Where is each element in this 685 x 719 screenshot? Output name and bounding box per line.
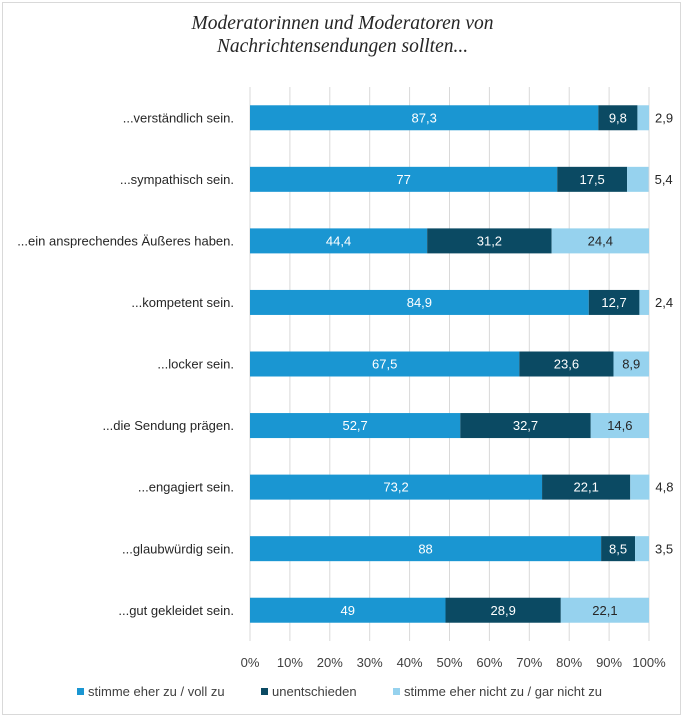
x-tick-label: 40% bbox=[397, 655, 423, 670]
data-label: 73,2 bbox=[383, 480, 408, 495]
bar-segment bbox=[560, 597, 649, 623]
category-label: ...gut gekleidet sein. bbox=[118, 603, 234, 618]
data-label: 88 bbox=[418, 541, 432, 556]
bar-segment bbox=[637, 105, 649, 131]
data-label: 52,7 bbox=[342, 418, 367, 433]
legend: stimme eher zu / voll zu unentschieden sti… bbox=[77, 684, 602, 699]
bar-segment bbox=[635, 536, 649, 562]
bar-segment bbox=[542, 474, 631, 500]
data-label: 2,9 bbox=[655, 110, 673, 125]
bar-segment bbox=[601, 536, 636, 562]
data-label: 22,1 bbox=[592, 603, 617, 618]
data-label: 22,1 bbox=[574, 480, 599, 495]
x-tick-label: 90% bbox=[596, 655, 622, 670]
data-label: 44,4 bbox=[326, 233, 351, 248]
bar-segment bbox=[639, 289, 649, 315]
data-label: 32,7 bbox=[513, 418, 538, 433]
bar-segment bbox=[519, 351, 614, 377]
data-label: 24,4 bbox=[588, 233, 613, 248]
bar-segment bbox=[613, 351, 649, 377]
bar-segment bbox=[627, 166, 649, 192]
bar-segment bbox=[557, 166, 628, 192]
category-label: ...sympathisch sein. bbox=[120, 172, 234, 187]
data-label: 5,4 bbox=[655, 172, 673, 187]
bar-segment bbox=[250, 413, 461, 439]
bar-segment bbox=[445, 597, 561, 623]
x-tick-label: 50% bbox=[436, 655, 462, 670]
data-label: 12,7 bbox=[601, 295, 626, 310]
data-label: 8,5 bbox=[609, 541, 627, 556]
category-label: ...glaubwürdig sein. bbox=[122, 541, 234, 556]
bar-segment bbox=[250, 105, 599, 131]
chart-title-line-2: Nachrichtensendungen sollten... bbox=[216, 36, 469, 57]
legend-label: unentschieden bbox=[272, 684, 357, 699]
category-label: ...die Sendung prägen. bbox=[102, 418, 234, 433]
data-label: 31,2 bbox=[477, 233, 502, 248]
bar-segment bbox=[250, 597, 446, 623]
x-tick-label: 80% bbox=[556, 655, 582, 670]
bars: 87,3 9,8 2,9 77 17,5 5,4 44,4 31,2 24,4 84,9 12,7 2… bbox=[250, 105, 673, 623]
category-label: ...kompetent sein. bbox=[131, 295, 234, 310]
bar-segment bbox=[598, 105, 638, 131]
category-label: ...locker sein. bbox=[157, 357, 234, 372]
x-tick-label: 60% bbox=[476, 655, 502, 670]
x-tick-label: 100% bbox=[632, 655, 666, 670]
data-label: 49 bbox=[341, 603, 355, 618]
legend-swatch bbox=[77, 688, 84, 695]
data-label: 2,4 bbox=[655, 295, 673, 310]
data-label: 8,9 bbox=[622, 357, 640, 372]
bar-segment bbox=[250, 289, 589, 315]
data-label: 3,5 bbox=[655, 541, 673, 556]
bar-segment bbox=[460, 413, 591, 439]
category-label: ...ein ansprechendes Äußeres haben. bbox=[17, 233, 234, 248]
legend-label: stimme eher nicht zu / gar nicht zu bbox=[404, 684, 602, 699]
x-tick-label: 30% bbox=[357, 655, 383, 670]
bar-segment bbox=[250, 228, 428, 254]
data-label: 28,9 bbox=[491, 603, 516, 618]
data-label: 17,5 bbox=[579, 172, 604, 187]
data-label: 87,3 bbox=[412, 110, 437, 125]
bar-segment bbox=[427, 228, 552, 254]
bar-segment bbox=[590, 413, 649, 439]
legend-swatch bbox=[261, 688, 268, 695]
bar-segment bbox=[250, 166, 558, 192]
chart-title: Moderatorinnen und Moderatoren von Nachr… bbox=[0, 12, 685, 58]
bar-segment bbox=[250, 351, 520, 377]
x-tick-label: 0% bbox=[241, 655, 260, 670]
x-tick-label: 10% bbox=[277, 655, 303, 670]
bar-segment bbox=[250, 536, 602, 562]
data-label: 77 bbox=[396, 172, 410, 187]
x-tick-label: 70% bbox=[516, 655, 542, 670]
category-label: ...engagiert sein. bbox=[138, 480, 234, 495]
bar-segment bbox=[588, 289, 640, 315]
data-label: 4,8 bbox=[655, 480, 673, 495]
legend-swatch bbox=[393, 688, 400, 695]
legend-label: stimme eher zu / voll zu bbox=[88, 684, 225, 699]
data-label: 23,6 bbox=[554, 357, 579, 372]
category-label: ...verständlich sein. bbox=[123, 110, 234, 125]
data-label: 9,8 bbox=[609, 110, 627, 125]
bar-segment bbox=[250, 474, 543, 500]
data-label: 84,9 bbox=[407, 295, 432, 310]
data-label: 14,6 bbox=[607, 418, 632, 433]
bar-segment bbox=[630, 474, 650, 500]
x-tick-label: 20% bbox=[317, 655, 343, 670]
data-label: 67,5 bbox=[372, 357, 397, 372]
bar-segment bbox=[551, 228, 649, 254]
x-axis-tick-labels: 0% 10% 20% 30% 40% 50% 60% 70% 80% 90% 100% bbox=[241, 655, 666, 670]
chart-title-line-1: Moderatorinnen und Moderatoren von bbox=[191, 13, 494, 34]
category-labels: ...verständlich sein. ...sympathisch sein… bbox=[17, 110, 234, 617]
